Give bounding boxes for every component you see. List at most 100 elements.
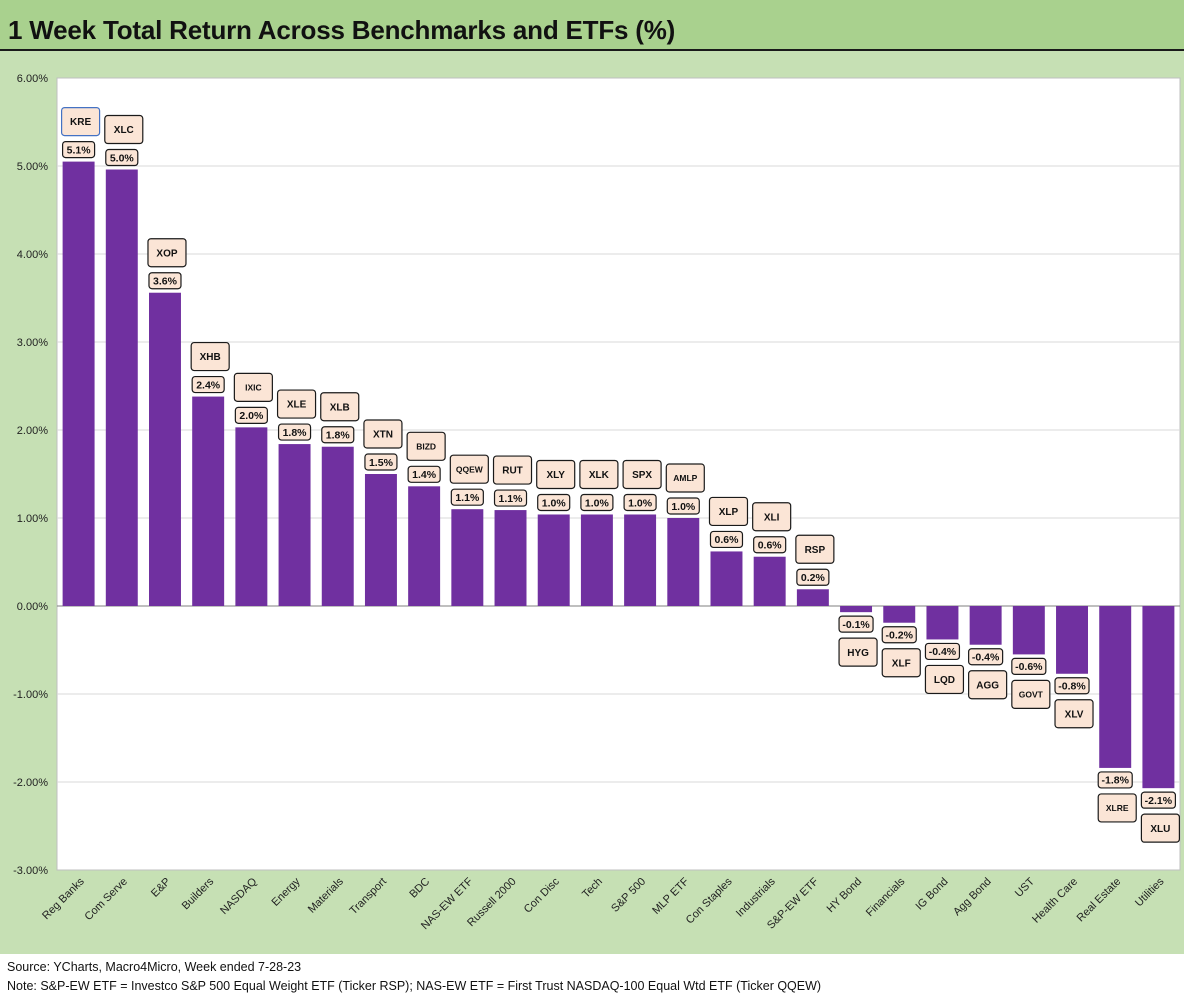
bar — [667, 518, 700, 606]
value-label: -0.4% — [968, 648, 1004, 666]
x-tick-label: Tech — [580, 876, 605, 901]
bar-chart: 6.00% 5.00% 4.00% 3.00% 2.00% 1.00% 0.00% -1.00… — [13, 73, 1181, 932]
x-tick-label: Con Staples — [684, 875, 735, 926]
ticker-label-text: SPX — [632, 470, 652, 481]
ticker-label: XLK — [579, 459, 619, 490]
ticker-label-text: XLE — [287, 400, 307, 411]
ticker-label-text: IXIC — [245, 382, 262, 392]
value-label-text: 1.0% — [628, 497, 653, 509]
y-tick-label: 5.00% — [17, 161, 48, 173]
ticker-label-text: XLC — [114, 125, 134, 136]
x-tick-label: S&P 500 — [609, 876, 648, 915]
ticker-label-box — [1140, 813, 1181, 843]
bar — [278, 444, 311, 606]
value-label-box — [709, 530, 744, 549]
bar — [321, 446, 354, 606]
value-label-box — [924, 642, 961, 661]
x-tick-label: Builders — [180, 875, 217, 912]
ticker-label-box — [708, 496, 749, 527]
value-label-box — [321, 426, 355, 444]
value-label: 2.0% — [234, 406, 268, 424]
bar — [926, 606, 959, 640]
x-tick-label: Con Disc — [522, 875, 562, 915]
bar — [1056, 606, 1089, 674]
value-label-text: 1.0% — [585, 497, 610, 509]
ticker-label: XLE — [276, 389, 317, 419]
ticker-label-text: HYG — [847, 648, 869, 659]
value-label-box — [493, 489, 528, 507]
ticker-label-text: XOP — [156, 248, 177, 259]
ticker-label-text: LQD — [934, 675, 955, 686]
bar — [148, 292, 181, 606]
ticker-label: XLP — [708, 496, 749, 527]
value-label: 1.8% — [321, 426, 355, 444]
value-label-text: -0.2% — [886, 630, 914, 642]
ticker-label-text: XLI — [764, 512, 780, 523]
value-label-text: 1.8% — [326, 430, 351, 442]
value-label: 1.1% — [450, 488, 484, 506]
x-tick-label: Industrials — [734, 875, 778, 919]
value-label-box — [234, 406, 268, 424]
value-label: 0.2% — [796, 568, 830, 586]
footer: Source: YCharts, Macro4Micro, Week ended… — [0, 954, 1184, 1000]
ticker-label-box — [190, 341, 230, 372]
x-tick-label: Energy — [270, 875, 303, 908]
ticker-label-box — [449, 454, 489, 484]
ticker-label-text: QQEW — [456, 464, 484, 474]
ticker-label: LQD — [924, 664, 965, 695]
ticker-label: HYG — [838, 637, 878, 667]
value-label-box — [61, 140, 96, 159]
ticker-label-box — [838, 637, 878, 667]
value-label-text: 0.2% — [801, 572, 826, 584]
bar — [62, 161, 95, 606]
value-label: 1.0% — [580, 493, 614, 512]
ticker-label: AGG — [968, 670, 1008, 700]
value-label-text: 1.1% — [499, 493, 524, 505]
value-label-text: 5.1% — [67, 144, 92, 156]
ticker-label-box — [1011, 679, 1051, 710]
value-label: -0.1% — [838, 615, 874, 633]
value-label: 1.1% — [493, 489, 528, 507]
ticker-label-box — [579, 459, 619, 490]
y-tick-label: -3.00% — [13, 865, 48, 877]
ticker-label-box — [795, 534, 835, 564]
ticker-label-text: XLY — [546, 470, 565, 481]
ticker-label-box — [60, 106, 101, 137]
ticker-label-text: XLV — [1065, 709, 1084, 720]
bar — [1142, 606, 1175, 789]
x-tick-label: NASDAQ — [218, 875, 260, 917]
ticker-label: XLU — [1140, 813, 1181, 843]
value-label-text: 1.1% — [455, 492, 480, 504]
value-label: 1.0% — [623, 493, 657, 512]
value-label: 3.6% — [148, 272, 182, 290]
y-axis-ticks: 6.00% 5.00% 4.00% 3.00% 2.00% 1.00% 0.00% -1.00… — [13, 73, 48, 877]
y-tick-label: 3.00% — [17, 337, 48, 349]
value-label: -0.6% — [1011, 657, 1047, 676]
value-label-text: 1.4% — [412, 469, 437, 481]
value-label-text: 1.5% — [369, 457, 394, 469]
x-tick-label: Transport — [348, 876, 389, 917]
value-label: 0.6% — [709, 530, 744, 549]
value-label: -0.4% — [924, 642, 961, 661]
value-label: 5.1% — [61, 140, 96, 159]
ticker-label-box — [147, 238, 187, 268]
chart-title: 1 Week Total Return Across Benchmarks an… — [8, 15, 676, 45]
value-label-box — [666, 497, 700, 515]
value-label-text: -0.4% — [929, 646, 957, 658]
data-labels: 5.1% KRE 5.0% XLC 3.6% XOP 2.4% XHB 2.0% IXIC 1.8%… — [60, 106, 1181, 843]
y-tick-label: 4.00% — [17, 249, 48, 261]
ticker-label-text: XLP — [719, 507, 739, 518]
ticker-label-text: XHB — [200, 352, 221, 363]
ticker-label: XLB — [320, 392, 360, 422]
bar — [840, 606, 873, 613]
ticker-label: AMLP — [665, 463, 705, 493]
value-label: 1.8% — [277, 423, 312, 441]
value-label-text: 1.0% — [542, 497, 567, 509]
x-tick-label: UST — [1013, 875, 1037, 899]
ticker-label-text: XTN — [373, 430, 393, 441]
x-tick-label: Financials — [864, 875, 908, 919]
ticker-label-box — [233, 372, 273, 402]
ticker-label: KRE — [60, 106, 101, 137]
ticker-label: SPX — [622, 459, 662, 490]
